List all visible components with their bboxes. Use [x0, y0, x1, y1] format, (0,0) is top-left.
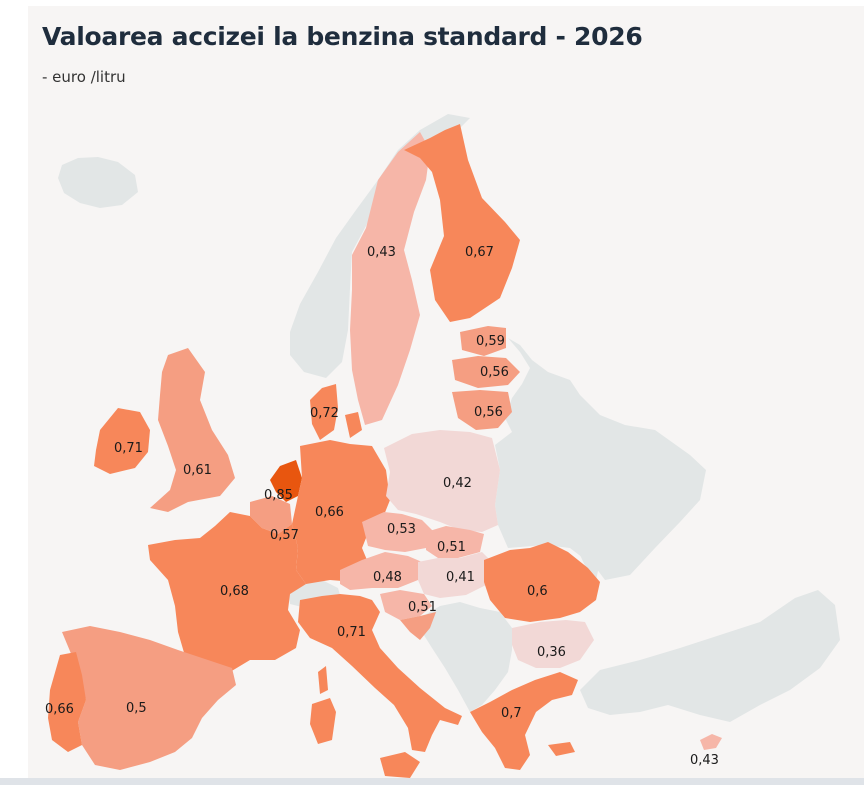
label-finland: 0,67: [465, 245, 494, 260]
region-sweden[interactable]: [350, 132, 430, 425]
label-uk: 0,61: [183, 463, 212, 478]
label-slovakia: 0,51: [437, 540, 466, 555]
label-romania: 0,6: [527, 584, 548, 599]
label-sweden: 0,43: [367, 245, 396, 260]
region-latvia[interactable]: [452, 356, 520, 388]
region-balkans: [420, 602, 512, 712]
region-france[interactable]: [148, 512, 306, 672]
region-austria[interactable]: [340, 552, 422, 590]
label-latvia: 0,56: [480, 365, 509, 380]
region-ireland[interactable]: [94, 408, 150, 474]
region-uk[interactable]: [150, 348, 235, 512]
label-estonia: 0,59: [476, 334, 505, 349]
region-lithuania[interactable]: [452, 390, 512, 430]
label-netherlands: 0,85: [264, 488, 293, 503]
region-cyprus[interactable]: [700, 734, 722, 750]
label-hungary: 0,41: [446, 570, 475, 585]
bottom-scrollbar-track: [0, 778, 864, 785]
region-east: [495, 338, 706, 580]
map-title: Valoarea accizei la benzina standard - 2…: [42, 22, 643, 51]
label-italy: 0,71: [337, 625, 366, 640]
map-subtitle: - euro /litru: [42, 68, 126, 86]
region-spain[interactable]: [62, 626, 236, 770]
label-poland: 0,42: [443, 476, 472, 491]
region-estonia[interactable]: [460, 326, 506, 356]
label-spain: 0,5: [126, 701, 147, 716]
label-ireland: 0,71: [114, 441, 143, 456]
region-iceland: [58, 157, 138, 208]
label-lithuania: 0,56: [474, 405, 503, 420]
value-labels: 0,43 0,67 0,59 0,56 0,56 0,72 0,71 0,61 …: [45, 245, 719, 768]
region-romania[interactable]: [484, 542, 600, 622]
region-finland[interactable]: [404, 124, 520, 322]
label-germany: 0,66: [315, 505, 344, 520]
label-greece: 0,7: [501, 706, 522, 721]
region-slovenia[interactable]: [380, 590, 432, 620]
region-germany[interactable]: [292, 440, 390, 584]
map-card: Valoarea accizei la benzina standard - 2…: [28, 6, 864, 778]
label-france: 0,68: [220, 584, 249, 599]
region-greece[interactable]: [470, 672, 578, 770]
region-moldova: [580, 548, 600, 580]
region-turkey: [580, 590, 840, 722]
region-hungary[interactable]: [418, 552, 495, 598]
region-belgium[interactable]: [250, 496, 292, 534]
region-bulgaria[interactable]: [512, 620, 594, 668]
no-data-regions: [58, 114, 840, 722]
region-norway: [290, 114, 470, 378]
region-netherlands[interactable]: [270, 460, 302, 502]
region-czechia[interactable]: [362, 512, 434, 552]
region-portugal[interactable]: [48, 652, 86, 752]
label-bulgaria: 0,36: [537, 645, 566, 660]
europe-map: 0,43 0,67 0,59 0,56 0,56 0,72 0,71 0,61 …: [45, 114, 840, 778]
label-belgium: 0,57: [270, 528, 299, 543]
label-austria: 0,48: [373, 570, 402, 585]
label-slovenia: 0,51: [408, 600, 437, 615]
label-portugal: 0,66: [45, 702, 74, 717]
label-denmark: 0,72: [310, 406, 339, 421]
region-slovakia[interactable]: [426, 526, 484, 558]
country-regions: [48, 124, 722, 778]
label-czechia: 0,53: [387, 522, 416, 537]
region-italy[interactable]: [298, 594, 462, 778]
label-cyprus: 0,43: [690, 753, 719, 768]
region-poland[interactable]: [384, 430, 500, 532]
region-denmark[interactable]: [310, 384, 362, 440]
region-croatia[interactable]: [400, 612, 436, 640]
